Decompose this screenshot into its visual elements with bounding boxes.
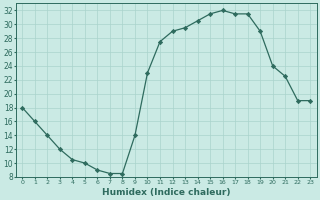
X-axis label: Humidex (Indice chaleur): Humidex (Indice chaleur): [102, 188, 230, 197]
